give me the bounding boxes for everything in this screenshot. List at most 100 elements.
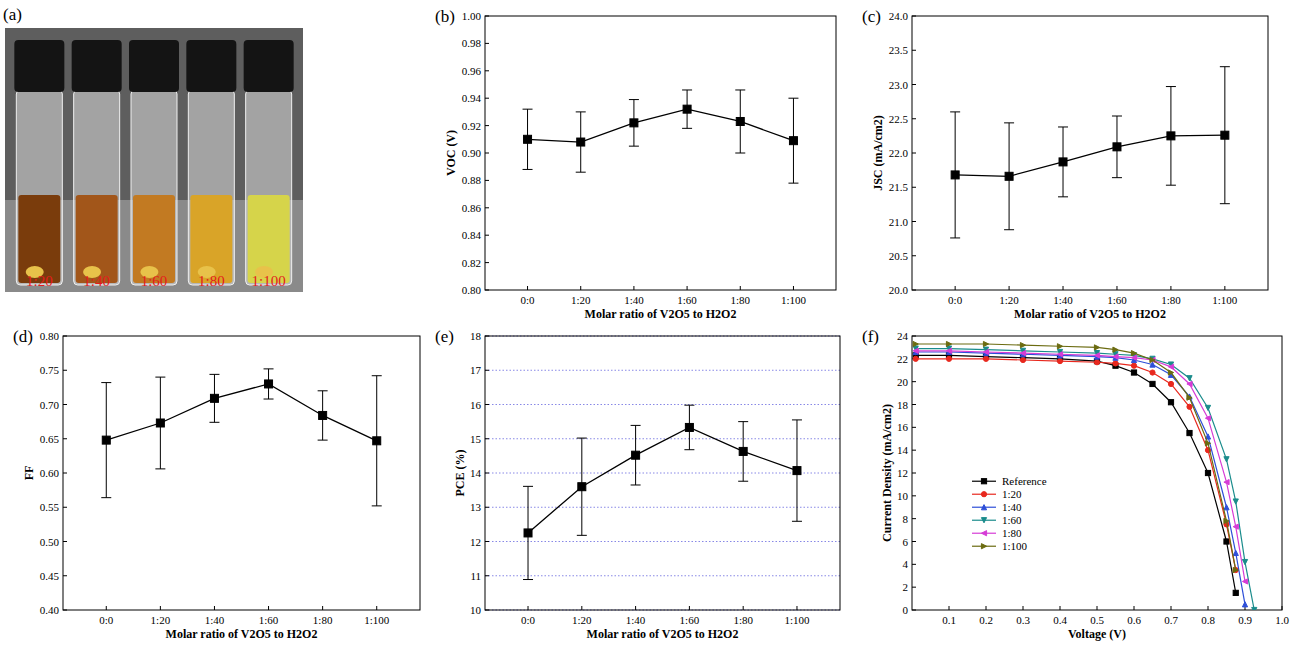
vial-liquid bbox=[248, 195, 290, 283]
y-tick-label: 18 bbox=[897, 399, 909, 411]
y-tick bbox=[63, 473, 67, 474]
y-tick bbox=[485, 336, 489, 337]
marker bbox=[981, 531, 986, 536]
marker bbox=[1242, 559, 1247, 564]
error-cap bbox=[1166, 86, 1176, 87]
y-tick-label: 10 bbox=[470, 604, 482, 616]
marker bbox=[1167, 132, 1175, 140]
legend-label: Reference bbox=[1002, 475, 1047, 487]
y-tick-label: 18 bbox=[470, 330, 482, 342]
y-tick bbox=[63, 404, 67, 405]
x-axis-title: Voltage (V) bbox=[1068, 627, 1126, 641]
grid-line bbox=[485, 438, 840, 439]
marker bbox=[1020, 343, 1025, 348]
panel: 101112131415161718PCE (%)(e)0:01:201:401… bbox=[435, 327, 840, 641]
error-cap bbox=[684, 449, 694, 450]
marker bbox=[1059, 158, 1067, 166]
y-tick-label: 8 bbox=[903, 513, 909, 525]
series-line bbox=[916, 351, 1245, 582]
y-tick bbox=[912, 255, 916, 256]
legend-label: 1:100 bbox=[1002, 540, 1028, 552]
y-axis-title: FF bbox=[22, 466, 36, 481]
x-tick bbox=[581, 606, 582, 610]
x-axis-title: Molar ratio of V2O5 to H2O2 bbox=[1014, 307, 1166, 321]
error-bar bbox=[523, 486, 533, 579]
x-tick-label: 1:20 bbox=[999, 294, 1019, 306]
error-cap bbox=[523, 486, 533, 487]
vial-cap bbox=[72, 40, 122, 92]
marker bbox=[1233, 567, 1238, 572]
error-cap bbox=[209, 422, 219, 423]
marker bbox=[1205, 441, 1210, 446]
marker bbox=[981, 505, 986, 510]
y-tick bbox=[912, 518, 916, 519]
photo-background bbox=[5, 28, 303, 292]
error-bar bbox=[1112, 116, 1122, 178]
error-cap bbox=[684, 405, 694, 406]
marker bbox=[1131, 370, 1136, 375]
y-tick bbox=[912, 336, 916, 337]
error-cap bbox=[577, 535, 587, 536]
vial-label: 1:100 bbox=[252, 273, 286, 289]
x-tick bbox=[1060, 606, 1061, 610]
marker bbox=[1233, 550, 1238, 555]
error-bar bbox=[792, 420, 802, 521]
error-cap bbox=[264, 368, 274, 369]
y-tick bbox=[912, 610, 916, 611]
y-tick bbox=[63, 610, 67, 611]
marker bbox=[1187, 404, 1192, 409]
y-tick-label: 0.55 bbox=[40, 501, 60, 513]
error-cap bbox=[629, 146, 639, 147]
error-cap bbox=[318, 390, 328, 391]
grid-line bbox=[485, 575, 840, 576]
y-tick bbox=[485, 541, 489, 542]
y-tick-label: 0.90 bbox=[462, 147, 482, 159]
marker bbox=[156, 419, 164, 427]
marker bbox=[1205, 405, 1210, 410]
error-cap bbox=[1112, 177, 1122, 178]
x-tick bbox=[793, 286, 794, 290]
x-tick bbox=[1063, 286, 1064, 290]
error-cap bbox=[1166, 185, 1176, 186]
x-tick bbox=[1208, 606, 1209, 610]
vial-liquid bbox=[133, 195, 175, 283]
y-tick bbox=[63, 438, 67, 439]
x-axis-title: Molar ratio of V2O5 to H2O2 bbox=[585, 307, 737, 321]
y-tick-label: 4 bbox=[903, 558, 909, 570]
panel: 20.020.521.021.522.022.523.023.524.0JSC … bbox=[862, 7, 1268, 321]
x-tick bbox=[1170, 286, 1171, 290]
data-layer bbox=[101, 369, 381, 506]
marker bbox=[1168, 400, 1173, 405]
grid-line bbox=[485, 541, 840, 542]
x-tick bbox=[580, 286, 581, 290]
series-line bbox=[916, 349, 1255, 610]
error-cap bbox=[1220, 203, 1230, 204]
x-tick-label: 1:20 bbox=[151, 614, 171, 626]
x-axis-title: Molar ratio of V2O5 to H2O2 bbox=[587, 627, 739, 641]
marker bbox=[1057, 344, 1062, 349]
error-bar bbox=[1004, 123, 1014, 230]
y-tick-label: 12 bbox=[897, 467, 908, 479]
error-cap bbox=[1004, 122, 1014, 123]
y-tick bbox=[485, 125, 489, 126]
error-cap bbox=[735, 153, 745, 154]
x-tick bbox=[949, 606, 950, 610]
y-tick-label: 22.0 bbox=[889, 147, 909, 159]
vial bbox=[16, 90, 62, 285]
error-cap bbox=[155, 377, 165, 378]
marker bbox=[1168, 364, 1173, 369]
x-tick-label: 0:0 bbox=[521, 294, 536, 306]
x-tick-label: 1:80 bbox=[730, 294, 750, 306]
series-line bbox=[916, 359, 1236, 570]
legend-label: 1:80 bbox=[1002, 527, 1022, 539]
x-tick bbox=[214, 606, 215, 610]
marker bbox=[1113, 143, 1121, 151]
error-cap bbox=[576, 172, 586, 173]
marker bbox=[1057, 352, 1062, 357]
marker bbox=[1005, 172, 1013, 180]
error-cap bbox=[523, 579, 533, 580]
marker bbox=[1221, 131, 1229, 139]
y-axis-title: PCE (%) bbox=[453, 450, 467, 497]
y-axis-title: JSC (mA/cm2) bbox=[871, 115, 885, 191]
panel-letter: (a) bbox=[3, 5, 22, 24]
